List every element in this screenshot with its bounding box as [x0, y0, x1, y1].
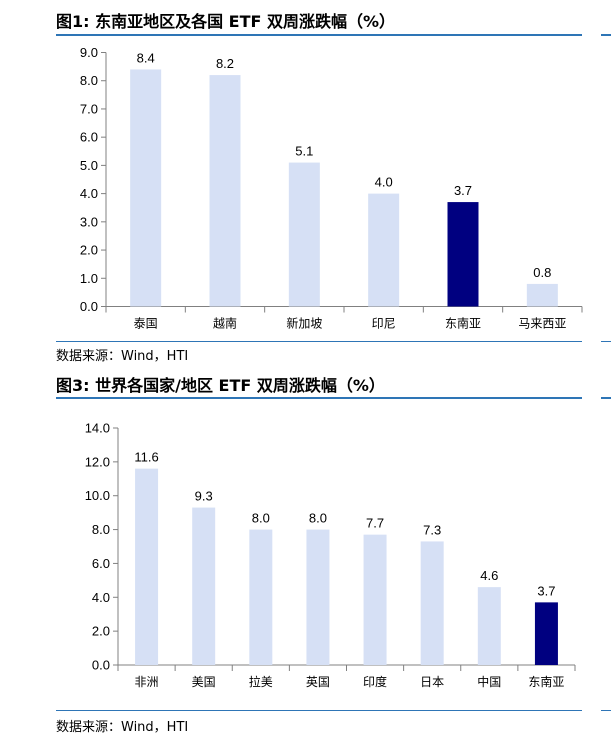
chart-2-y-tick-label: 6.0	[92, 556, 110, 571]
chart-1-data-label: 5.1	[295, 144, 313, 159]
chart-1-bar-chart: 0.0 1.0 2.0 3.0 4.0 5.0 6.0 7.0 8.0 9.0 8.4 泰国 8.2 越南…	[80, 45, 583, 331]
chart-2-y-tick-label: 12.0	[85, 454, 110, 469]
chart-1-category-label: 泰国	[134, 317, 158, 331]
chart-1-title-rule	[56, 34, 582, 36]
chart-1-bar	[288, 162, 320, 307]
chart-1-y-tick-label: 1.0	[80, 271, 98, 286]
chart-1-category-label: 东南亚	[445, 316, 481, 331]
chart-2-category-label: 美国	[192, 675, 216, 689]
chart-2-bar-chart: 0.0 2.0 4.0 6.0 8.0 10.0 12.0 14.0 11.6 非洲 9.3 美国 8.…	[85, 421, 576, 689]
chart-1-title: 图1: 东南亚地区及各国 ETF 双周涨跌幅（%）	[56, 12, 396, 31]
adjacent-column-rule-bottom	[601, 710, 611, 711]
chart-1-source: 数据来源：Wind，HTI	[56, 349, 189, 364]
chart-2-category-label: 非洲	[135, 675, 159, 689]
chart-2-bar	[420, 541, 444, 665]
chart-2-bar	[477, 587, 501, 665]
chart-2-data-label: 9.3	[195, 489, 213, 504]
chart-2-bar	[249, 529, 273, 665]
chart-1-data-label: 3.7	[454, 183, 472, 198]
chart-2-category-label: 中国	[477, 674, 501, 689]
chart-1-y-tick-label: 9.0	[80, 45, 98, 60]
chart-1-bar	[209, 75, 241, 307]
chart-2-data-label: 8.0	[252, 511, 270, 526]
chart-2-data-label: 7.3	[423, 522, 441, 537]
chart-2-data-label: 8.0	[309, 511, 327, 526]
chart-2-bar	[135, 468, 159, 665]
chart-2-bar	[363, 534, 387, 665]
chart-2-data-label: 7.7	[366, 516, 384, 531]
chart-2-y-tick-label: 0.0	[92, 658, 110, 673]
chart-2-category-label: 东南亚	[528, 674, 564, 689]
chart-2-bar	[534, 602, 558, 665]
chart-1-y-tick-label: 2.0	[80, 243, 98, 258]
chart-1-y-tick-label: 7.0	[80, 101, 98, 116]
chart-1-bar	[526, 283, 558, 307]
chart-1-y-tick-label: 4.0	[80, 186, 98, 201]
chart-1-y-tick-label: 8.0	[80, 73, 98, 88]
chart-2-y-tick-label: 10.0	[85, 488, 110, 503]
chart-1-y-tick-label: 3.0	[80, 214, 98, 229]
chart-1-category-label: 新加坡	[286, 316, 322, 331]
chart-2-bar	[306, 529, 330, 665]
chart-1-data-label: 0.8	[533, 265, 551, 280]
chart-1-bar	[368, 193, 400, 307]
chart-2-y-tick-label: 14.0	[85, 421, 110, 436]
chart-2-y-tick-label: 2.0	[92, 624, 110, 639]
chart-2-category-label: 英国	[306, 675, 330, 689]
chart-1-y-tick-label: 5.0	[80, 158, 98, 173]
chart-2-category-label: 日本	[420, 675, 444, 689]
chart-1-y-tick-label: 6.0	[80, 130, 98, 145]
chart-2-data-label: 11.6	[134, 450, 158, 465]
chart-2-title: 图3: 世界各国家/地区 ETF 双周涨跌幅（%）	[56, 376, 385, 395]
chart-1-bar	[447, 202, 479, 307]
chart-2-bar	[192, 507, 216, 665]
chart-1-category-label: 马来西亚	[518, 317, 566, 331]
chart-2-data-label: 3.7	[537, 583, 555, 598]
chart-2-category-label: 拉美	[249, 674, 273, 689]
chart-2-bottom-rule	[56, 710, 582, 711]
adjacent-column-rule-top	[601, 34, 611, 36]
chart-1-data-label: 8.4	[137, 50, 155, 65]
adjacent-column-rule-mid	[601, 341, 611, 342]
chart-1-data-label: 8.2	[216, 56, 234, 71]
chart-2-y-tick-label: 8.0	[92, 522, 110, 537]
chart-2-source: 数据来源：Wind，HTI	[56, 720, 189, 735]
chart-1-y-tick-label: 0.0	[80, 299, 98, 314]
chart-1-data-label: 4.0	[375, 175, 393, 190]
adjacent-column-rule-lower	[601, 397, 611, 399]
chart-2-y-tick-label: 4.0	[92, 590, 110, 605]
chart-2-data-label: 4.6	[480, 568, 498, 583]
chart-2-title-rule	[56, 397, 582, 399]
chart-1-category-label: 印尼	[372, 317, 396, 331]
chart-2-category-label: 印度	[363, 674, 387, 689]
chart-1-category-label: 越南	[213, 316, 237, 331]
chart-1-bottom-rule	[56, 341, 582, 342]
chart-1-bar	[130, 69, 162, 307]
